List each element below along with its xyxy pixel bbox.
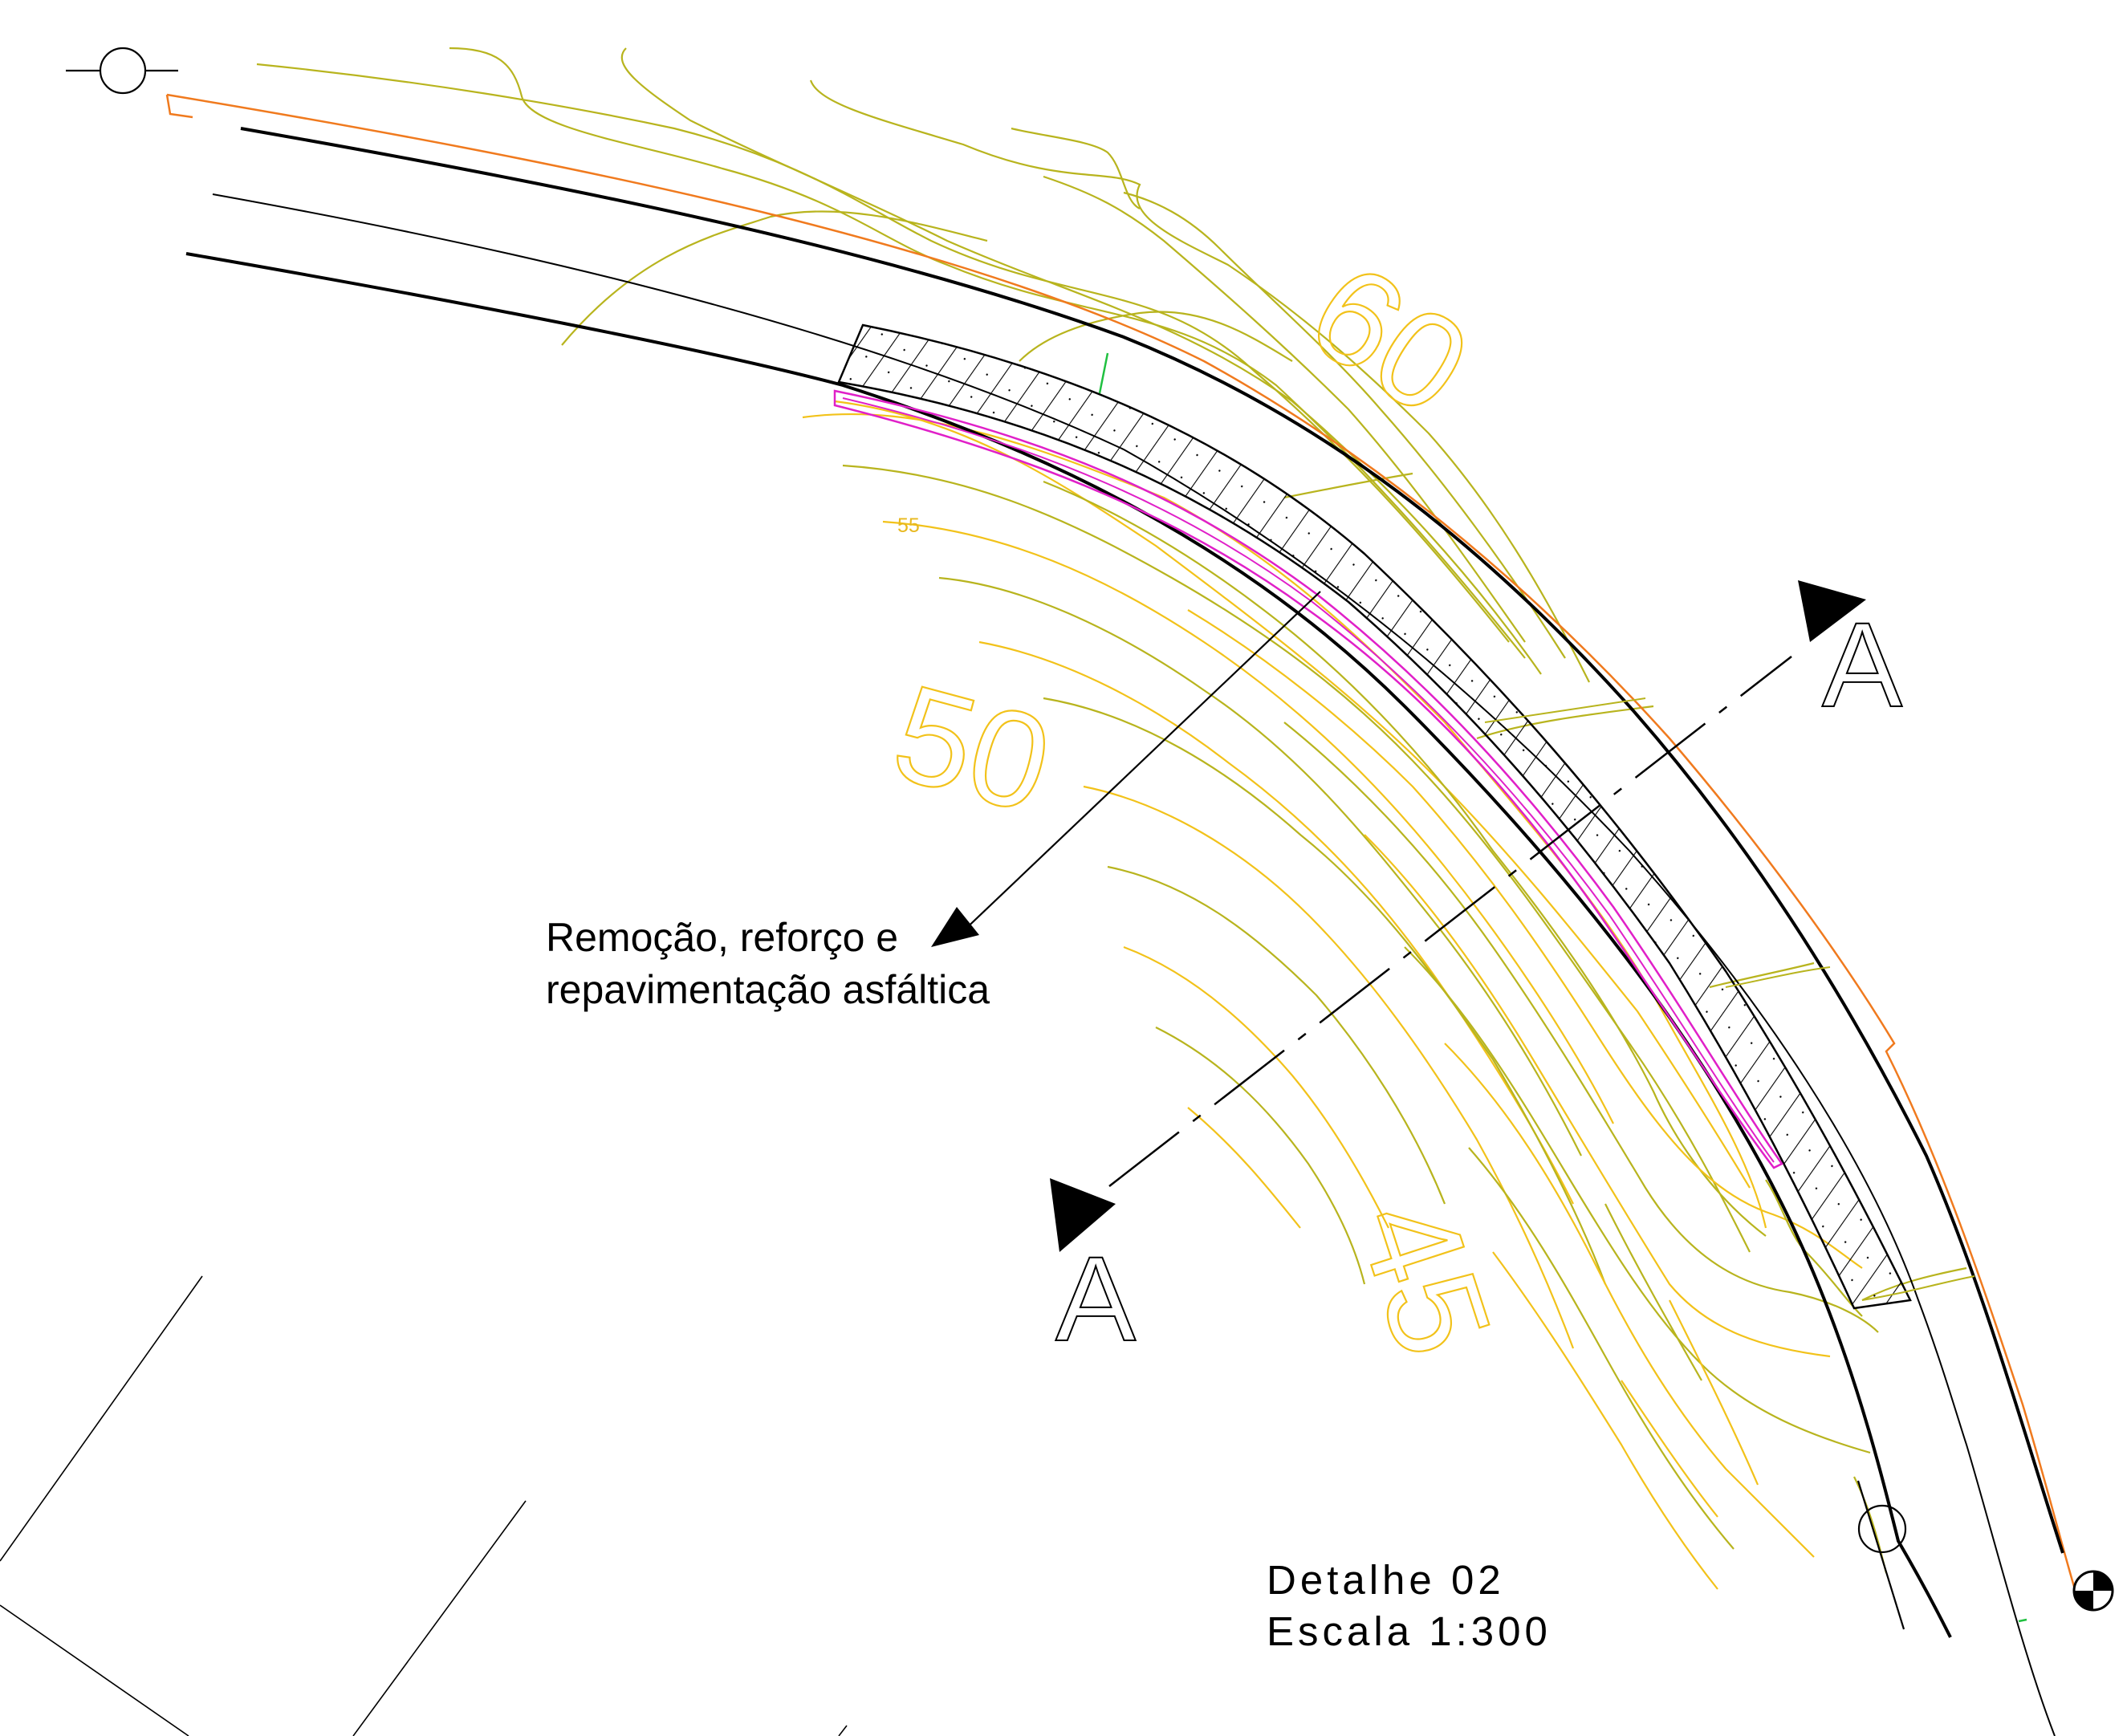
pole-circle	[1857, 1504, 1907, 1554]
contour-line	[256, 63, 1510, 643]
contour-line	[842, 464, 1751, 1253]
repair-hatched-zone	[837, 323, 1912, 1310]
lot-line	[838, 1725, 848, 1736]
lot-boundaries	[0, 1275, 848, 1736]
contour-line	[1187, 609, 1863, 1269]
survey-point-symbol	[66, 47, 178, 95]
contour-line	[1604, 1203, 1702, 1381]
note-line-2: repavimentação asfáltica	[546, 967, 990, 1012]
contour-line	[938, 576, 1582, 1157]
detail-scale: Escala 1:300	[1267, 1608, 1552, 1654]
cross-line	[1484, 697, 1646, 723]
contour-label-50: 50	[879, 656, 1065, 842]
contour-line	[882, 520, 1614, 1124]
contour-line	[1187, 1107, 1301, 1229]
contour-line	[809, 79, 1590, 683]
contour-label-60: 60	[1284, 234, 1495, 445]
contour-line	[1123, 191, 1566, 659]
contour-line	[1444, 1043, 1815, 1558]
section-line	[1108, 656, 1792, 1187]
road-outer-edge	[240, 127, 2064, 1554]
contour-line	[802, 413, 1767, 1229]
repair-strip-magenta	[833, 389, 1783, 1169]
green-tick	[2018, 1618, 2027, 1623]
contour-line	[1283, 472, 1413, 499]
survey-point-circle	[99, 47, 147, 95]
section-label-bottom: A	[1055, 1231, 1136, 1366]
contour-line	[1043, 697, 1607, 1285]
contour-line	[1621, 1380, 1718, 1518]
road-inner-edge	[185, 252, 1952, 1638]
leader-arrowhead	[931, 907, 979, 947]
pole-line	[1857, 1480, 1905, 1630]
contour-line	[1283, 722, 1879, 1333]
section-arrow-bottom	[1050, 1178, 1116, 1252]
contour-line	[561, 210, 988, 346]
repair-strip-magenta-inner	[842, 397, 1775, 1163]
benchmark-icon	[2072, 1570, 2114, 1612]
contour-line	[1364, 834, 1831, 1358]
contour-line	[620, 47, 1542, 675]
contour-line	[1669, 1299, 1759, 1486]
green-tick	[1098, 352, 1109, 394]
contour-line	[1404, 946, 1871, 1454]
contour-line	[978, 640, 1574, 1205]
lot-line	[352, 1500, 527, 1736]
contour-line	[1019, 311, 1293, 362]
lot-line	[0, 1275, 203, 1562]
contour-line	[1107, 865, 1446, 1205]
cross-line	[1861, 1275, 1975, 1301]
note-line-1: Remoção, reforço e	[546, 915, 898, 960]
cross-lines	[1484, 697, 1975, 1301]
lot-line	[0, 1604, 189, 1736]
contour-label-45: 45	[1328, 1182, 1520, 1374]
contour-line	[1043, 480, 1767, 1237]
section-label-top: A	[1822, 597, 1902, 732]
contour-line	[1468, 1147, 1735, 1550]
leader-line	[958, 591, 1321, 936]
cross-line	[1725, 966, 1831, 988]
contour-line	[1123, 945, 1389, 1229]
contour-line	[1492, 1251, 1718, 1590]
section-arrow-top	[1798, 580, 1866, 642]
contour-line	[1043, 175, 1526, 643]
road-edge-orange-end	[165, 94, 193, 119]
contour-line	[1011, 127, 1141, 209]
pole-symbol	[1857, 1480, 1907, 1630]
contour-line	[1083, 785, 1575, 1349]
road-edge-orange	[166, 93, 2076, 1590]
contour-line	[834, 400, 1751, 1189]
detail-title: Detalhe 02	[1267, 1557, 1505, 1603]
contour-line	[1155, 1027, 1366, 1285]
contour-label-55: 55	[897, 514, 920, 537]
